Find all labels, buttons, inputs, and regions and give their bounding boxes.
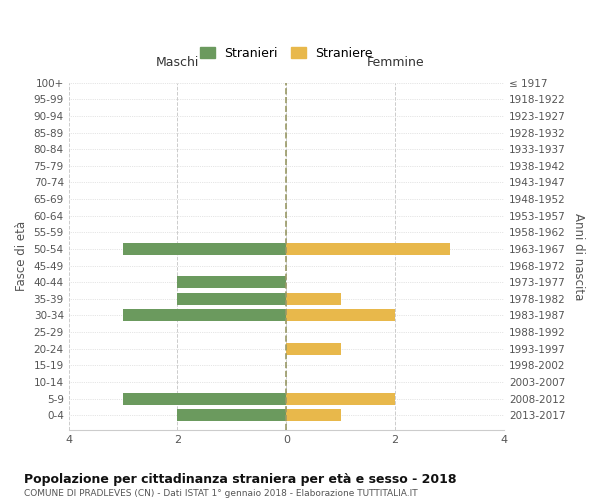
Bar (123, 392, 286, 404)
Bar (178, 410, 286, 421)
Y-axis label: Anni di nascita: Anni di nascita (572, 212, 585, 300)
Bar (178, 276, 286, 288)
Legend: Stranieri, Straniere: Stranieri, Straniere (193, 40, 379, 66)
Bar (178, 293, 286, 305)
Bar (286, 342, 341, 354)
Text: COMUNE DI PRADLEVES (CN) - Dati ISTAT 1° gennaio 2018 - Elaborazione TUTTITALIA.: COMUNE DI PRADLEVES (CN) - Dati ISTAT 1°… (24, 489, 418, 498)
Bar (286, 293, 341, 305)
Text: Popolazione per cittadinanza straniera per età e sesso - 2018: Popolazione per cittadinanza straniera p… (24, 472, 457, 486)
Bar (286, 392, 395, 404)
Text: Maschi: Maschi (156, 56, 199, 68)
Bar (286, 410, 341, 421)
Bar (123, 243, 286, 255)
Text: Femmine: Femmine (367, 56, 424, 68)
Bar (123, 310, 286, 322)
Bar (286, 243, 449, 255)
Bar (286, 310, 395, 322)
Y-axis label: Fasce di età: Fasce di età (15, 222, 28, 292)
